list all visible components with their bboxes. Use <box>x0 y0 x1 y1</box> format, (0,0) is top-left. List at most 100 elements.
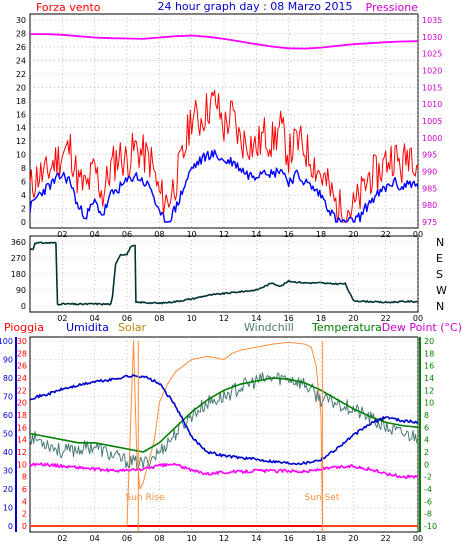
x-tick-label: 16 <box>284 534 294 543</box>
temperature-tick-label: 20 <box>424 337 434 346</box>
x-tick-label: 10 <box>187 314 197 323</box>
wind-tick-label: 6 <box>21 178 26 187</box>
x-tick-label: 20 <box>348 534 358 543</box>
compass-label: W <box>436 284 447 297</box>
x-tick-label: 12 <box>219 534 229 543</box>
x-tick-label: 22 <box>381 314 391 323</box>
pressure-tick-label: 1020 <box>422 67 442 76</box>
rain-tick-label: 28 <box>17 349 27 358</box>
x-tick-label: 00 <box>413 314 423 323</box>
dew-point-line <box>29 462 419 479</box>
humidity-tick-label: 40 <box>3 448 13 457</box>
temperature-tick-label: 4 <box>424 436 429 445</box>
legend-dew-point: Dew Point (°C) <box>382 321 462 334</box>
pressure-tick-label: 1030 <box>422 33 442 42</box>
humidity-tick-label: 50 <box>3 430 13 439</box>
x-tick-label: 10 <box>187 534 197 543</box>
x-tick-label: 18 <box>316 314 326 323</box>
rain-tick-label: 6 <box>22 485 27 494</box>
wind-tick-label: 4 <box>21 191 26 200</box>
temperature-tick-label: 0 <box>424 460 429 469</box>
temperature-tick-label: 10 <box>424 399 434 408</box>
x-tick-label: 12 <box>219 314 229 323</box>
wind-avg-line <box>29 149 419 223</box>
pressure-tick-label: 975 <box>422 218 437 227</box>
humidity-tick-label: 100 <box>0 337 13 346</box>
wind-tick-label: 18 <box>16 97 26 106</box>
sun-rise-annotation: Sun Rise <box>126 493 165 503</box>
humidity-tick-label: 90 <box>3 356 13 365</box>
temperature-tick-label: -2 <box>424 473 432 482</box>
rain-tick-label: 30 <box>17 337 27 346</box>
temperature-tick-label: 8 <box>424 411 429 420</box>
temperature-line <box>29 377 419 453</box>
rain-tick-label: 20 <box>17 399 27 408</box>
legend-windchill: Windchill <box>244 321 294 334</box>
temperature-tick-label: 16 <box>424 362 434 371</box>
humidity-line <box>29 374 419 466</box>
rain-tick-label: 4 <box>22 497 27 506</box>
direction-tick-label: 180 <box>11 270 26 279</box>
pressure-tick-label: 995 <box>422 151 437 160</box>
humidity-tick-label: 30 <box>3 467 13 476</box>
pressure-tick-label: 990 <box>422 168 437 177</box>
wind-tick-label: 28 <box>16 29 26 38</box>
x-tick-label: 12 <box>219 230 229 239</box>
x-tick-label: 04 <box>90 230 100 239</box>
x-tick-label: 00 <box>413 534 423 543</box>
pressure-tick-label: 1015 <box>422 83 442 92</box>
humidity-tick-label: 70 <box>3 393 13 402</box>
direction-tick-label: 270 <box>11 254 26 263</box>
legend-temperature: Temperatura <box>311 321 382 334</box>
pressure-tick-label: 980 <box>422 201 437 210</box>
wind-tick-label: 2 <box>21 205 26 214</box>
wind-tick-label: 26 <box>16 43 26 52</box>
rain-tick-label: 0 <box>22 522 27 531</box>
legend-solar: Solar <box>118 321 147 334</box>
temperature-tick-label: -10 <box>424 522 437 531</box>
x-tick-label: 20 <box>348 314 358 323</box>
rain-tick-label: 8 <box>22 473 27 482</box>
compass-label: S <box>436 268 443 281</box>
direction-tick-label: 0 <box>21 302 26 311</box>
humidity-tick-label: 20 <box>3 485 13 494</box>
wind-tick-label: 14 <box>16 124 26 133</box>
temperature-tick-label: 12 <box>424 386 434 395</box>
temperature-tick-label: -8 <box>424 510 432 519</box>
wind-tick-label: 16 <box>16 110 26 119</box>
rain-tick-label: 10 <box>17 460 27 469</box>
x-tick-label: 08 <box>154 534 164 543</box>
x-tick-label: 16 <box>284 314 294 323</box>
wind-tick-label: 22 <box>16 70 26 79</box>
temperature-tick-label: 6 <box>424 423 429 432</box>
pressure-label: Pressione <box>366 1 419 14</box>
direction-tick-label: 360 <box>11 238 26 247</box>
x-tick-label: 00 <box>413 230 423 239</box>
x-tick-label: 14 <box>251 534 261 543</box>
x-tick-label: 22 <box>381 534 391 543</box>
x-tick-label: 08 <box>154 314 164 323</box>
x-tick-label: 14 <box>251 314 261 323</box>
wind-tick-label: 20 <box>16 83 26 92</box>
graph-title: 24 hour graph day : 08 Marzo 2015 <box>157 0 352 13</box>
x-tick-label: 18 <box>316 534 326 543</box>
x-tick-label: 10 <box>187 230 197 239</box>
x-tick-label: 14 <box>251 230 261 239</box>
wind-tick-label: 8 <box>21 164 26 173</box>
wind-tick-label: 0 <box>21 218 26 227</box>
compass-label: E <box>436 252 443 265</box>
rain-tick-label: 18 <box>17 411 27 420</box>
wind-force-label: Forza vento <box>36 1 101 14</box>
legend-humidity: Umidita <box>66 321 109 334</box>
pressure-tick-label: 985 <box>422 184 437 193</box>
solar-line <box>30 340 418 527</box>
rain-tick-label: 26 <box>17 362 27 371</box>
series-lines <box>29 33 419 532</box>
humidity-tick-label: 10 <box>3 504 13 513</box>
x-tick-label: 04 <box>90 534 100 543</box>
compass-label: N <box>436 236 444 249</box>
pressure-tick-label: 1035 <box>422 16 442 25</box>
x-tick-label: 22 <box>381 230 391 239</box>
